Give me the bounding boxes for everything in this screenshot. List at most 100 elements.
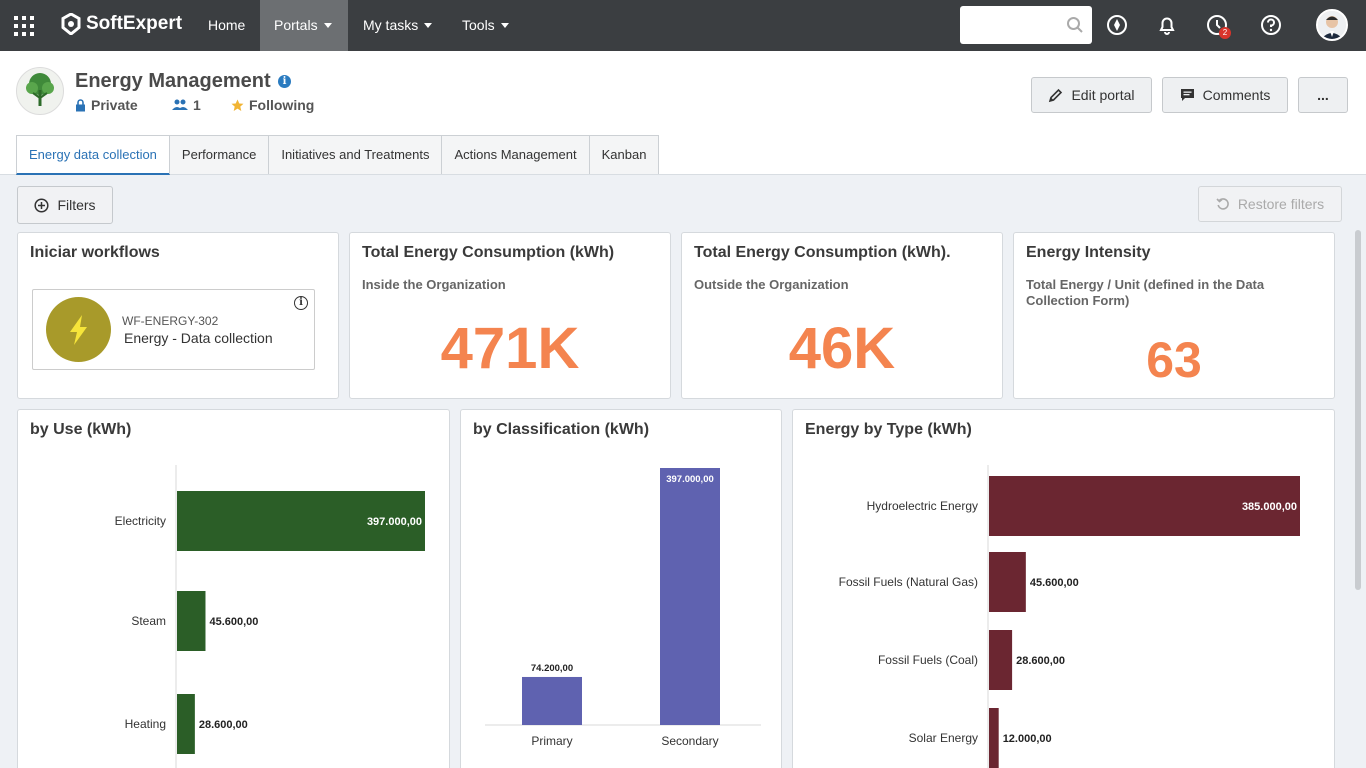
more-options-button[interactable]: ...: [1298, 77, 1348, 113]
comment-icon: [1180, 89, 1194, 101]
tab-energy-data-collection[interactable]: Energy data collection: [16, 135, 170, 175]
workflows-card-title: Iniciar workflows: [30, 244, 160, 261]
restore-icon: [1216, 198, 1229, 210]
data-label: 397.000,00: [367, 516, 422, 528]
data-label: 385.000,00: [1242, 501, 1297, 513]
energy-by-type-chart: Hydroelectric Energy 385.000,00 Fossil Fue…: [839, 465, 1300, 768]
edit-portal-label: Edit portal: [1071, 87, 1135, 103]
kpi-subtitle: Total Energy / Unit (defined in the Data…: [1026, 277, 1265, 308]
chart-title: Energy by Type (kWh): [805, 421, 972, 438]
nav-home[interactable]: Home: [194, 0, 259, 51]
nav-tools[interactable]: Tools: [448, 0, 523, 51]
kpi-title: Energy Intensity: [1026, 244, 1151, 261]
bar: [660, 468, 720, 725]
brand-logo[interactable]: SoftExpert: [60, 13, 182, 35]
data-label: 397.000,00: [666, 474, 714, 485]
bar: [989, 476, 1300, 536]
category-label: Steam: [131, 614, 166, 628]
restore-filters-button[interactable]: Restore filters: [1198, 186, 1342, 222]
info-icon[interactable]: i: [278, 75, 291, 88]
chart-title: by Use (kWh): [30, 421, 132, 438]
kpi-value: 471K: [440, 316, 580, 381]
users-icon: [172, 99, 188, 110]
apps-grid-icon[interactable]: [14, 16, 34, 36]
data-label: 74.200,00: [531, 663, 573, 674]
nav-home-label: Home: [208, 17, 246, 33]
category-label: Solar Energy: [909, 731, 978, 745]
caret-down-icon: [323, 23, 332, 28]
caret-down-icon: [500, 23, 509, 28]
comments-label: Comments: [1202, 87, 1271, 103]
workflow-icon-circle: [46, 297, 111, 362]
workflow-tasks-icon[interactable]: [1206, 14, 1228, 36]
chart-card-energy-by-type: Energy by Type (kWh) Hydroelectric Energ…: [792, 409, 1335, 768]
portal-header: Energy Management i Private 1 Following …: [0, 51, 1366, 175]
nav-my-tasks[interactable]: My tasks: [349, 0, 446, 51]
chart-card-by-classification: by Classification (kWh) Primary 74.200,00…: [460, 409, 782, 768]
members-indicator[interactable]: 1: [172, 97, 201, 113]
lightning-icon: [70, 315, 87, 345]
search-input[interactable]: [960, 6, 1092, 44]
kpi-value: 46K: [788, 316, 896, 381]
bell-icon[interactable]: [1156, 14, 1178, 36]
lock-icon: [76, 98, 85, 111]
user-avatar[interactable]: [1316, 9, 1348, 41]
data-label: 28.600,00: [199, 719, 248, 731]
page-title: Energy Management: [75, 70, 271, 92]
workflow-code: WF-ENERGY-302: [122, 314, 219, 328]
category-label: Primary: [531, 734, 572, 748]
workflows-card: Iniciar workflows WF-ENERGY-302 Energy -…: [17, 232, 339, 399]
pencil-icon: [1049, 88, 1063, 102]
tab-kanban[interactable]: Kanban: [588, 135, 660, 174]
filters-button[interactable]: Filters: [17, 186, 113, 224]
bar: [522, 676, 582, 725]
filters-label: Filters: [57, 197, 96, 213]
kpi-card-intensity: Energy Intensity Total Energy / Unit (de…: [1013, 232, 1335, 399]
search-icon[interactable]: [1066, 16, 1084, 34]
tab-actions-management[interactable]: Actions Management: [441, 135, 590, 174]
category-label: Hydroelectric Energy: [867, 499, 978, 513]
compass-icon[interactable]: [1106, 14, 1128, 36]
following-label: Following: [249, 97, 315, 113]
category-label: Fossil Fuels (Natural Gas): [839, 575, 978, 589]
data-label: 12.000,00: [1003, 733, 1052, 745]
portal-tabs: Energy data collection Performance Initi…: [16, 135, 660, 175]
kpi-title: Total Energy Consumption (kWh).: [694, 244, 951, 261]
tab-initiatives-and-treatments[interactable]: Initiatives and Treatments: [268, 135, 443, 174]
restore-filters-label: Restore filters: [1237, 196, 1325, 212]
kpi-card-outside: Total Energy Consumption (kWh). Outside …: [681, 232, 1003, 399]
star-icon: [231, 99, 244, 111]
kpi-subtitle: Inside the Organization: [362, 277, 506, 292]
kpi-value: 63: [1146, 332, 1202, 388]
nav-portals[interactable]: Portals: [260, 0, 348, 51]
kpi-subtitle: Outside the Organization: [694, 277, 849, 292]
more-options-icon: ...: [1317, 87, 1329, 103]
kpi-card-inside: Total Energy Consumption (kWh) Inside th…: [349, 232, 671, 399]
caret-down-icon: [424, 23, 433, 28]
workflow-item[interactable]: WF-ENERGY-302 Energy - Data collection i: [32, 289, 315, 370]
portal-tree-logo: [16, 67, 64, 115]
privacy-indicator: Private: [75, 97, 138, 113]
brand-name: SoftExpert: [86, 13, 183, 34]
comments-button[interactable]: Comments: [1162, 77, 1288, 113]
members-count: 1: [193, 97, 201, 113]
bar: [989, 552, 1026, 612]
bar: [177, 694, 195, 754]
nav-my-tasks-label: My tasks: [363, 17, 419, 33]
following-indicator[interactable]: Following: [231, 97, 314, 113]
category-label: Secondary: [661, 734, 718, 748]
page-scrollbar[interactable]: [1355, 230, 1361, 590]
bar: [177, 591, 206, 651]
workflow-info-icon[interactable]: i: [294, 296, 308, 310]
user-photo-icon: [1318, 11, 1346, 39]
bar: [989, 708, 999, 768]
edit-portal-button[interactable]: Edit portal: [1031, 77, 1152, 113]
tab-performance[interactable]: Performance: [168, 135, 270, 174]
tree-icon: [26, 73, 54, 106]
category-label: Fossil Fuels (Coal): [878, 653, 978, 667]
category-label: Electricity: [115, 514, 166, 528]
help-icon[interactable]: [1260, 14, 1282, 36]
category-label: Heating: [125, 717, 166, 731]
by-classification-chart: Primary 74.200,00 Secondary 397.000,00: [485, 468, 761, 748]
data-label: 45.600,00: [209, 616, 258, 628]
